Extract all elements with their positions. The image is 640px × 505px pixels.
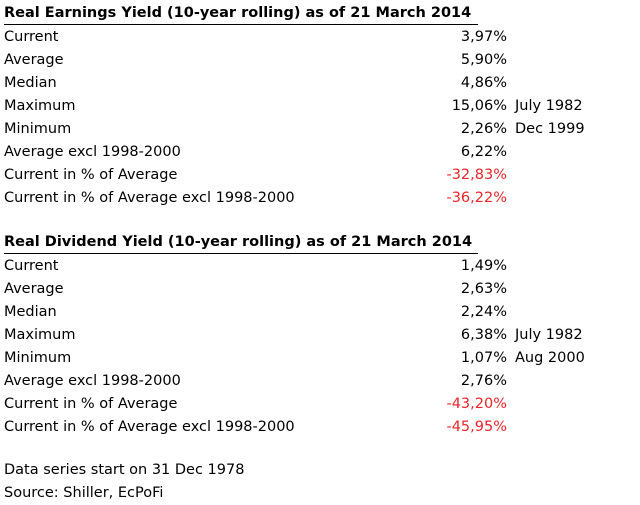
series-start-note: Data series start on 31 Dec 1978	[4, 462, 245, 478]
source-note: Source: Shiller, EcPoFi	[4, 485, 164, 501]
row-value-negative: -45,95%	[446, 419, 507, 435]
table-row: Minimum 2,26% Dec 1999	[0, 118, 640, 141]
table-row: Average 2,63%	[0, 278, 640, 301]
row-label: Minimum	[4, 121, 72, 137]
row-label: Average excl 1998-2000	[4, 144, 181, 160]
row-label: Current	[4, 29, 59, 45]
row-value: 2,24%	[460, 304, 507, 320]
row-value: 1,49%	[460, 258, 507, 274]
table-row: Current in % of Average -32,83%	[0, 164, 640, 187]
table-row: Current in % of Average -43,20%	[0, 393, 640, 416]
row-label: Current in % of Average excl 1998-2000	[4, 190, 295, 206]
row-value: 3,97%	[460, 29, 507, 45]
row-value: 4,86%	[460, 75, 507, 91]
row-label: Average excl 1998-2000	[4, 373, 181, 389]
row-label: Minimum	[4, 350, 72, 366]
table-row: Current in % of Average excl 1998-2000 -…	[0, 187, 640, 210]
row-value-negative: -36,22%	[446, 190, 507, 206]
row-date: July 1982	[515, 327, 583, 343]
table-row: Minimum 1,07% Aug 2000	[0, 347, 640, 370]
row-value: 2,26%	[460, 121, 507, 137]
row-date: Dec 1999	[515, 121, 585, 137]
row-label: Current in % of Average	[4, 396, 178, 412]
row-label: Current in % of Average excl 1998-2000	[4, 419, 295, 435]
earnings-yield-title: Real Earnings Yield (10-year rolling) as…	[4, 2, 478, 25]
row-label: Average	[4, 281, 64, 297]
row-label: Current	[4, 258, 59, 274]
row-label: Maximum	[4, 327, 76, 343]
row-value: 6,22%	[460, 144, 507, 160]
row-value: 1,07%	[460, 350, 507, 366]
row-date: July 1982	[515, 98, 583, 114]
row-label: Median	[4, 304, 57, 320]
row-value: 15,06%	[451, 98, 507, 114]
row-value: 6,38%	[460, 327, 507, 343]
row-label: Current in % of Average	[4, 167, 178, 183]
row-value: 2,76%	[460, 373, 507, 389]
row-value: 2,63%	[460, 281, 507, 297]
row-value-negative: -43,20%	[446, 396, 507, 412]
table-row: Current 3,97%	[0, 26, 640, 49]
table-row: Average 5,90%	[0, 49, 640, 72]
row-label: Maximum	[4, 98, 76, 114]
row-date: Aug 2000	[515, 350, 585, 366]
row-label: Average	[4, 52, 64, 68]
table-row: Average excl 1998-2000 6,22%	[0, 141, 640, 164]
table-row: Current in % of Average excl 1998-2000 -…	[0, 416, 640, 439]
table-row: Median 2,24%	[0, 301, 640, 324]
row-value: 5,90%	[460, 52, 507, 68]
table-row: Average excl 1998-2000 2,76%	[0, 370, 640, 393]
table-row: Maximum 6,38% July 1982	[0, 324, 640, 347]
table-row: Median 4,86%	[0, 72, 640, 95]
row-value-negative: -32,83%	[446, 167, 507, 183]
table-row: Current 1,49%	[0, 255, 640, 278]
table-row: Maximum 15,06% July 1982	[0, 95, 640, 118]
row-label: Median	[4, 75, 57, 91]
dividend-yield-title: Real Dividend Yield (10-year rolling) as…	[4, 231, 478, 254]
